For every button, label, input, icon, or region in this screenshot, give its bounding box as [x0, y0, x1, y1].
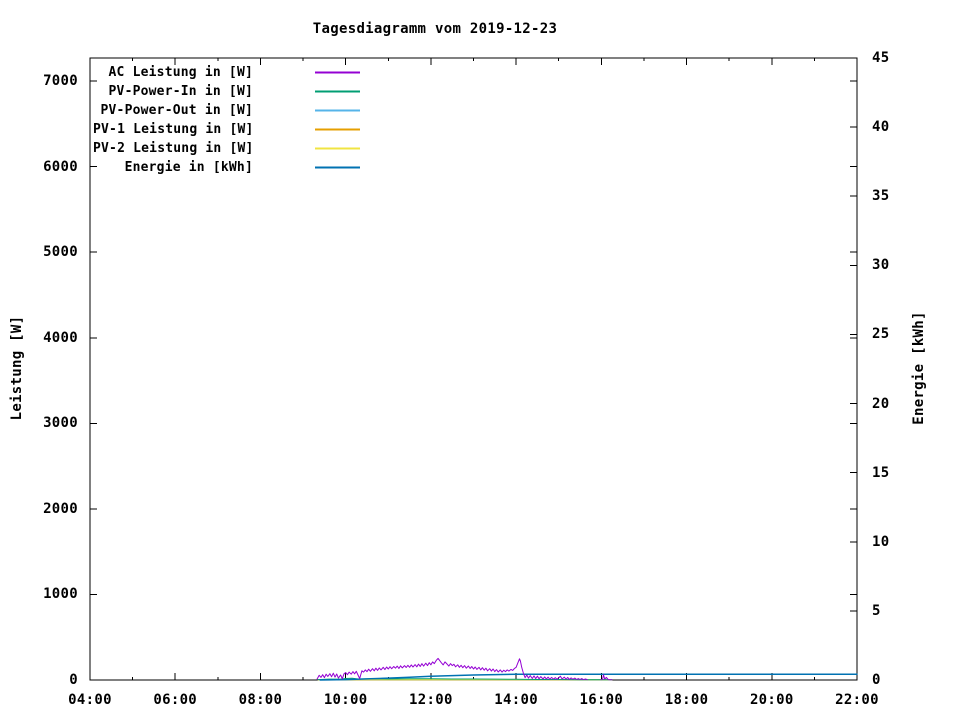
legend-row: PV-Power-In in [W] [93, 82, 361, 101]
x-tick-label: 04:00 [68, 692, 112, 708]
x-tick-label: 08:00 [238, 692, 283, 708]
y-left-tick-label: 0 [69, 672, 78, 688]
x-tick-label: 06:00 [153, 692, 198, 708]
y-right-tick-label: 40 [872, 119, 890, 136]
legend-label: AC Leistung in [W] [108, 65, 253, 80]
x-tick-label: 20:00 [749, 692, 794, 708]
y-right-tick-label: 15 [872, 464, 890, 481]
legend-label: PV-Power-In in [W] [108, 84, 253, 99]
x-tick-label: 14:00 [494, 692, 538, 708]
y-right-tick-label: 20 [872, 395, 890, 412]
series-ac-leistung-in-w [316, 657, 588, 681]
y-left-tick-label: 5000 [43, 244, 78, 261]
series-ac-leistung-in-w [600, 674, 613, 681]
y-left-tick-label: 7000 [43, 73, 78, 90]
series-energie-in-kwh [319, 673, 858, 681]
y-left-tick-label: 2000 [43, 500, 78, 517]
legend-row: Energie in [kWh] [93, 158, 361, 177]
legend-row: PV-1 Leistung in [W] [93, 120, 361, 139]
legend-line-sample [315, 71, 360, 74]
legend-line-sample [315, 109, 360, 112]
x-tick-label: 16:00 [579, 692, 624, 708]
x-tick-label: 18:00 [664, 692, 709, 708]
x-tick-label: 22:00 [835, 692, 879, 708]
legend-line-sample [315, 128, 360, 131]
y-right-tick-label: 35 [872, 188, 890, 205]
legend-row: PV-2 Leistung in [W] [93, 139, 361, 158]
legend-line-sample [315, 90, 360, 93]
y-right-tick-label: 25 [872, 326, 890, 343]
legend-row: PV-Power-Out in [W] [93, 101, 361, 120]
y-left-tick-label: 3000 [43, 415, 78, 432]
y-right-tick-label: 10 [872, 533, 890, 550]
legend-line-sample [315, 147, 360, 150]
y-right-tick-label: 0 [872, 672, 881, 688]
y-left-tick-label: 4000 [43, 329, 78, 346]
series-pv-power-in-in-w [317, 677, 613, 681]
legend-label: PV-2 Leistung in [W] [93, 141, 254, 156]
legend-row: AC Leistung in [W] [93, 63, 361, 82]
chart-title: Tagesdiagramm vom 2019-12-23 [312, 21, 558, 37]
legend-label: Energie in [kWh] [124, 160, 253, 175]
legend-line-sample [315, 166, 360, 169]
x-tick-label: 12:00 [409, 692, 453, 708]
legend-label: PV-Power-Out in [W] [100, 103, 253, 118]
y-left-tick-label: 1000 [43, 586, 78, 603]
y-right-tick-label: 30 [872, 257, 890, 274]
legend: AC Leistung in [W] PV-Power-In in [W] PV-P… [93, 63, 361, 177]
y-right-tick-label: 5 [872, 602, 881, 619]
x-tick-label: 10:00 [323, 692, 368, 708]
y-right-tick-label: 45 [872, 50, 890, 66]
legend-label: PV-1 Leistung in [W] [93, 122, 254, 137]
y-left-tick-label: 6000 [43, 158, 78, 175]
